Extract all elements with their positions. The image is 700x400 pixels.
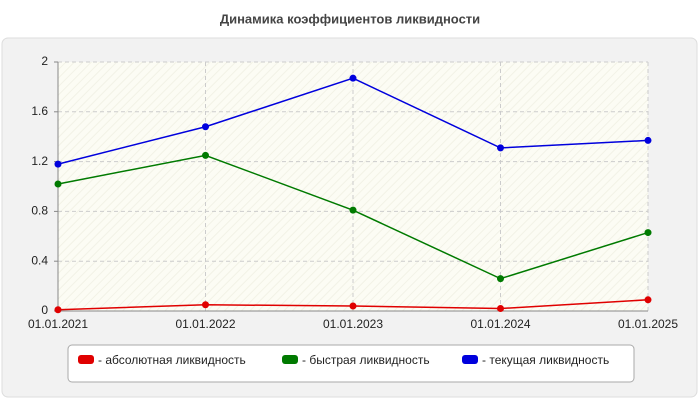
x-tick-label: 01.01.2021 (28, 317, 88, 331)
legend-swatch (282, 355, 298, 364)
point (644, 296, 652, 304)
point (202, 151, 209, 159)
y-tick-label: 2 (41, 54, 48, 68)
chart-title: Динамика коэффициентов ликвидности (220, 11, 480, 26)
plot-area (58, 62, 648, 311)
point (54, 160, 62, 168)
point (54, 180, 62, 188)
point (644, 136, 652, 144)
x-tick-label: 01.01.2022 (175, 317, 235, 331)
y-tick-label: 0.8 (31, 204, 48, 218)
point (497, 305, 504, 313)
point (349, 302, 357, 310)
legend-label: - абсолютная ликвидность (98, 353, 246, 367)
y-tick-label: 0 (41, 303, 48, 317)
point (497, 275, 504, 283)
legend (67, 344, 635, 383)
point (54, 306, 62, 314)
x-tick-label: 01.01.2024 (470, 317, 530, 331)
legend-label: - быстрая ликвидность (302, 353, 430, 367)
legend-label: - текущая ликвидность (482, 353, 609, 367)
point (202, 301, 209, 309)
y-tick-label: 1.6 (31, 104, 48, 118)
legend-swatch (78, 355, 94, 364)
point (497, 144, 504, 152)
point (349, 74, 357, 82)
point (202, 123, 209, 131)
y-tick-label: 0.4 (31, 253, 48, 267)
x-tick-label: 01.01.2023 (323, 317, 383, 331)
point (349, 206, 357, 214)
legend-swatch (462, 355, 478, 364)
x-tick-label: 01.01.2025 (618, 317, 678, 331)
point (644, 229, 652, 237)
y-tick-label: 1.2 (31, 154, 48, 168)
